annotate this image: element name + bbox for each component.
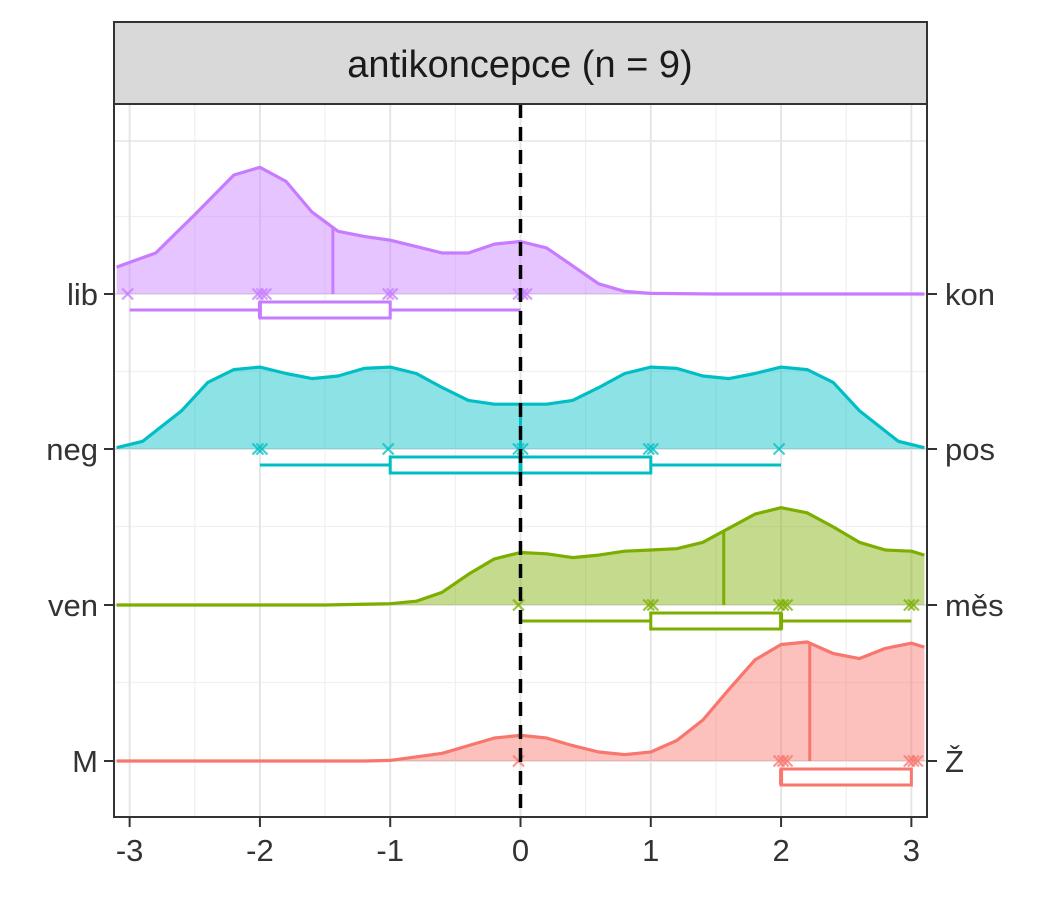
- x-tick-label: 3: [903, 833, 920, 868]
- marker-stroke: [121, 287, 134, 301]
- data-point-marker: [776, 598, 790, 612]
- density-curve: [116, 506, 925, 607]
- x-tick-label: -2: [246, 833, 274, 868]
- box-iqr: [258, 300, 392, 320]
- data-point-marker: [911, 754, 924, 768]
- marker-stroke: [512, 442, 525, 456]
- marker-stroke: [255, 287, 269, 301]
- marker-stroke: [251, 442, 265, 456]
- y-axis-right: kon pos měs Ž: [927, 277, 1004, 779]
- marker-stroke: [259, 287, 273, 301]
- ridge-row: [116, 165, 925, 320]
- x-tick-label: -3: [116, 833, 144, 868]
- marker-stroke: [776, 598, 790, 612]
- x-tick-label: -1: [376, 833, 404, 868]
- data-point-marker: [646, 598, 660, 612]
- data-point-marker: [121, 287, 134, 301]
- y-right-tick-label: kon: [945, 277, 995, 312]
- marker-stroke: [255, 442, 269, 456]
- data-point-marker: [381, 287, 395, 301]
- marker-stroke: [907, 598, 920, 612]
- y-right-tick-label: Ž: [945, 744, 964, 779]
- data-point-marker: [780, 598, 794, 612]
- marker-stroke: [903, 598, 916, 612]
- data-point-marker: [907, 598, 920, 612]
- density-area: [116, 642, 925, 761]
- marker-stroke: [646, 442, 660, 456]
- ridge-row: [116, 640, 925, 787]
- y-left-tick-label: ven: [48, 588, 98, 623]
- plot-panel: [113, 103, 928, 818]
- data-point-marker: [776, 754, 790, 768]
- data-point-marker: [642, 598, 656, 612]
- density-curve: [116, 640, 925, 763]
- data-point-marker: [512, 598, 525, 612]
- marker-stroke: [772, 442, 786, 456]
- data-point-marker: [642, 442, 656, 456]
- data-point-marker: [646, 442, 660, 456]
- y-right-tick-label: pos: [945, 432, 995, 467]
- ridge-row: [116, 506, 925, 631]
- marker-stroke: [907, 754, 920, 768]
- marker-stroke: [646, 598, 660, 612]
- data-point-marker: [251, 442, 265, 456]
- marker-stroke: [780, 754, 794, 768]
- y-left-tick-label: lib: [67, 277, 98, 312]
- data-point-marker: [520, 287, 533, 301]
- marker-stroke: [911, 754, 924, 768]
- data-point-marker: [780, 754, 794, 768]
- x-tick-label: 0: [512, 833, 529, 868]
- marker-stroke: [776, 754, 790, 768]
- marker-stroke: [520, 287, 533, 301]
- marker-stroke: [385, 287, 399, 301]
- data-point-marker: [255, 287, 269, 301]
- y-left-tick-label: M: [72, 744, 98, 779]
- marker-stroke: [642, 598, 656, 612]
- facet-strip-box: [113, 21, 928, 105]
- y-right-tick-label: měs: [945, 588, 1004, 623]
- marker-stroke: [381, 287, 395, 301]
- marker-stroke: [512, 598, 525, 612]
- marker-stroke: [381, 442, 395, 456]
- facet-strip: antikoncepce (n = 9): [113, 21, 928, 105]
- x-axis: -3 -2 -1 0 1 2 3: [116, 817, 920, 868]
- data-point-marker: [385, 287, 399, 301]
- box-iqr: [649, 611, 783, 631]
- marker-stroke: [642, 442, 656, 456]
- data-point-marker: [907, 754, 920, 768]
- x-tick-label: 2: [772, 833, 789, 868]
- y-axis-left: lib neg ven M: [46, 277, 114, 779]
- density-curve: [116, 165, 925, 296]
- y-left-tick-label: neg: [46, 432, 98, 467]
- x-tick-label: 1: [642, 833, 659, 868]
- density-area: [116, 167, 925, 294]
- data-point-marker: [903, 598, 916, 612]
- data-point-marker: [381, 442, 395, 456]
- data-point-marker: [259, 287, 273, 301]
- data-point-marker: [772, 442, 786, 456]
- box-iqr: [779, 767, 913, 787]
- marker-stroke: [780, 598, 794, 612]
- chart-title: antikoncepce (n = 9): [347, 44, 692, 86]
- data-point-marker: [255, 442, 269, 456]
